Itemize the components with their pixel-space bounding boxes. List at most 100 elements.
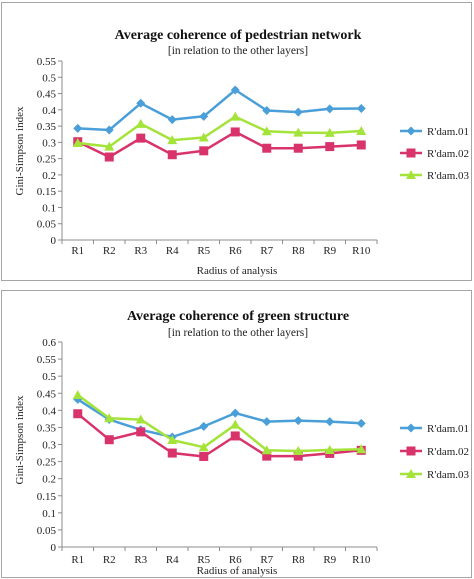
data-point-series-1 (356, 104, 366, 114)
chart-subtitle: [in relation to the other layers] (168, 327, 308, 339)
legend-label-3: R'dam.03 (427, 170, 470, 182)
data-point-series-1 (230, 408, 240, 418)
y-tick-label: 0.25 (37, 154, 57, 166)
legend-label-1: R'dam.01 (427, 126, 469, 138)
data-point-series-1 (73, 394, 83, 404)
x-tick-label: R1 (71, 554, 84, 566)
data-point-series-2 (293, 143, 303, 153)
legend-marker-2 (406, 148, 416, 158)
legend-label-2: R'dam.02 (427, 148, 469, 160)
y-axis-label: Gini-Simpson index (14, 395, 26, 484)
data-point-series-1 (325, 104, 335, 114)
y-tick-label: 0.3 (42, 440, 56, 452)
x-tick-label: R1 (71, 245, 84, 257)
data-point-series-1 (136, 98, 146, 108)
data-point-series-1 (262, 417, 272, 427)
x-tick-label: R2 (103, 554, 116, 566)
legend-label-1: R'dam.01 (427, 423, 469, 435)
y-tick-label: 0 (51, 542, 57, 554)
legend-marker-1 (406, 423, 416, 433)
legend-marker-1 (406, 126, 416, 136)
data-point-series-1 (230, 85, 240, 95)
x-tick-label: R7 (260, 554, 273, 566)
data-point-series-2 (199, 146, 209, 156)
series-line-3 (77, 115, 362, 148)
chart-green-structure: Average coherence of green structure [in… (14, 309, 470, 577)
x-tick-label: R5 (197, 554, 210, 566)
y-tick-label: 0.5 (42, 72, 56, 84)
data-point-series-1 (356, 418, 366, 428)
data-point-series-3 (72, 138, 83, 148)
data-point-series-3 (261, 445, 272, 455)
series-line-2 (77, 412, 362, 458)
data-point-series-3 (135, 414, 146, 424)
legend-label-3: R'dam.03 (427, 469, 470, 481)
x-tick-label: R6 (229, 554, 242, 566)
chart-title: Average coherence of pedestrian network (115, 28, 362, 43)
y-tick-label: 0.5 (42, 371, 56, 383)
data-point-series-3 (324, 444, 335, 454)
data-point-series-3 (356, 444, 367, 454)
data-point-series-3 (293, 445, 304, 455)
data-point-series-3 (198, 442, 209, 452)
data-point-series-1 (325, 417, 335, 427)
x-tick-label: R6 (229, 245, 242, 257)
y-tick-label: 0 (51, 235, 57, 247)
data-point-series-2 (262, 451, 272, 461)
data-point-series-3 (230, 111, 241, 121)
y-tick-label: 0.2 (42, 474, 56, 486)
x-tick-label: R3 (134, 245, 147, 257)
legend-marker-3 (406, 469, 416, 478)
data-point-series-2 (136, 427, 146, 437)
y-axis-label: Gini-Simpson index (14, 106, 26, 195)
x-tick-label: R8 (292, 554, 305, 566)
legend-label-2: R'dam.02 (427, 446, 469, 458)
x-tick-label: R9 (323, 554, 336, 566)
data-point-series-2 (167, 448, 177, 458)
data-point-series-1 (73, 123, 83, 133)
data-point-series-1 (199, 111, 209, 121)
y-tick-label: 0.05 (37, 525, 57, 537)
data-point-series-3 (135, 118, 146, 128)
data-point-series-3 (324, 127, 335, 137)
data-point-series-3 (230, 419, 241, 429)
y-tick-label: 0.15 (37, 491, 57, 503)
x-tick-label: R9 (323, 245, 336, 257)
data-point-series-2 (293, 451, 303, 461)
y-tick-label: 0.4 (42, 405, 56, 417)
data-point-series-2 (356, 140, 366, 150)
data-point-series-2 (230, 431, 240, 441)
chart-panel-pedestrian: Average coherence of pedestrian network … (1, 2, 472, 281)
legend-marker-2 (406, 446, 416, 456)
data-point-series-1 (104, 125, 114, 135)
data-point-series-3 (356, 125, 367, 135)
data-point-series-2 (104, 435, 114, 445)
data-point-series-3 (198, 132, 209, 142)
x-tick-label: R8 (292, 245, 305, 257)
x-tick-label: R10 (352, 245, 371, 257)
y-tick-label: 0.2 (42, 170, 56, 182)
chart-pedestrian-network: Average coherence of pedestrian network … (14, 28, 470, 277)
y-tick-label: 0.45 (37, 388, 57, 400)
data-point-series-2 (199, 451, 209, 461)
x-tick-label: R10 (352, 554, 371, 566)
x-axis-label: Radius of analysis (197, 565, 278, 577)
y-tick-label: 0.55 (37, 56, 57, 68)
data-point-series-2 (167, 150, 177, 160)
data-point-series-3 (167, 435, 178, 445)
y-tick-label: 0.55 (37, 354, 57, 366)
y-tick-label: 0.15 (37, 186, 57, 198)
data-point-series-2 (104, 152, 114, 162)
data-point-series-3 (167, 135, 178, 145)
x-tick-label: R5 (197, 245, 210, 257)
y-tick-label: 0.05 (37, 219, 57, 231)
data-point-series-3 (104, 413, 115, 423)
data-point-series-1 (293, 107, 303, 117)
data-point-series-2 (230, 127, 240, 137)
chart-title: Average coherence of green structure (127, 309, 349, 324)
data-point-series-3 (293, 127, 304, 137)
y-tick-label: 0.6 (42, 337, 56, 349)
data-point-series-3 (261, 126, 272, 136)
y-tick-label: 0.35 (37, 422, 57, 434)
series-line-3 (77, 393, 362, 453)
